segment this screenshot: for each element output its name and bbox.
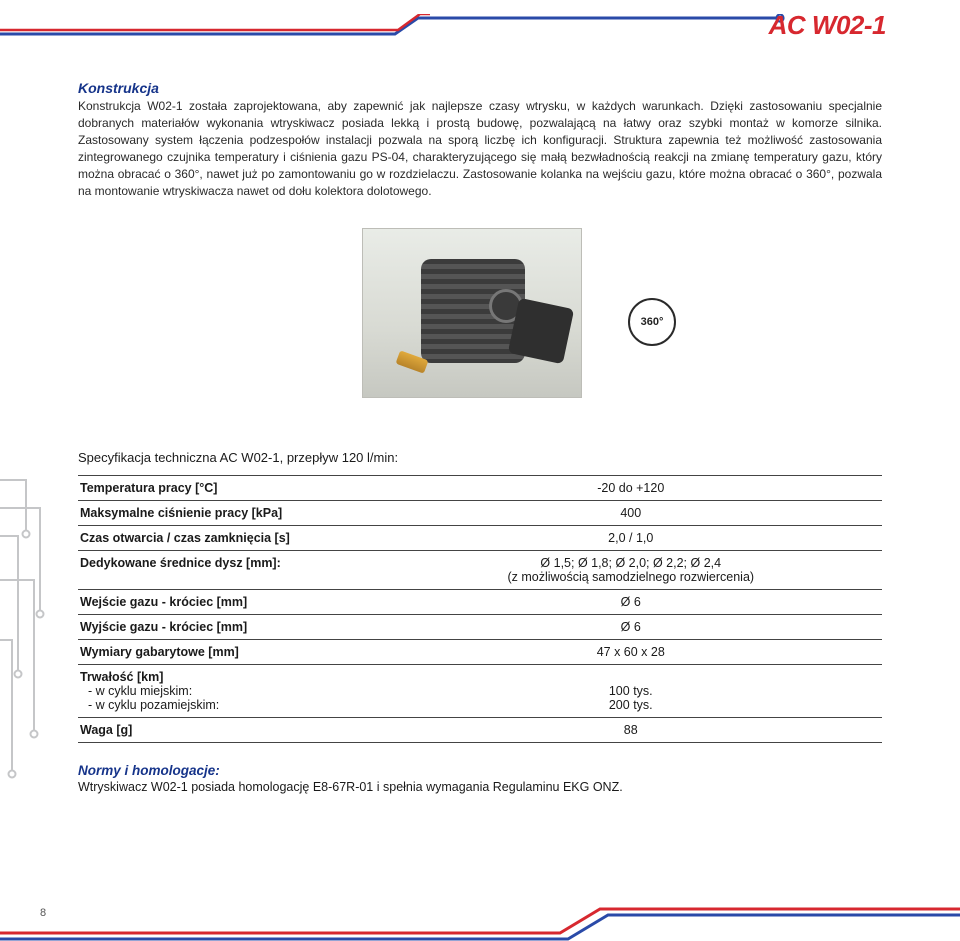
spec-label: Waga [g] bbox=[78, 718, 384, 743]
norms-text: Wtryskiwacz W02-1 posiada homologację E8… bbox=[78, 780, 882, 794]
spec-label: Dedykowane średnice dysz [mm]: bbox=[78, 551, 384, 590]
injector-illustration bbox=[362, 228, 582, 398]
spec-value: 2,0 / 1,0 bbox=[384, 526, 882, 551]
spec-value-line2: (z możliwością samodzielnego rozwierceni… bbox=[507, 570, 754, 584]
circuit-decor-left bbox=[0, 470, 60, 800]
table-row: Wymiary gabarytowe [mm] 47 x 60 x 28 bbox=[78, 640, 882, 665]
table-row: Temperatura pracy [°C] -20 do +120 bbox=[78, 476, 882, 501]
spec-value: 88 bbox=[384, 718, 882, 743]
spec-label: Czas otwarcia / czas zamknięcia [s] bbox=[78, 526, 384, 551]
spec-value: 47 x 60 x 28 bbox=[384, 640, 882, 665]
spec-table-title: Specyfikacja techniczna AC W02-1, przepł… bbox=[78, 450, 882, 465]
spec-value-line1: Ø 1,5; Ø 1,8; Ø 2,0; Ø 2,2; Ø 2,4 bbox=[540, 556, 721, 570]
table-row: Wyjście gazu - króciec [mm] Ø 6 bbox=[78, 615, 882, 640]
spec-label: Wyjście gazu - króciec [mm] bbox=[78, 615, 384, 640]
spec-value: 400 bbox=[384, 501, 882, 526]
rotate-360-icon: 360° bbox=[628, 298, 676, 346]
spec-label: Wymiary gabarytowe [mm] bbox=[78, 640, 384, 665]
table-row: Czas otwarcia / czas zamknięcia [s] 2,0 … bbox=[78, 526, 882, 551]
spec-value: 100 tys. 200 tys. bbox=[384, 665, 882, 718]
spec-label-sub1: - w cyklu miejskim: bbox=[88, 684, 378, 698]
table-row: Wejście gazu - króciec [mm] Ø 6 bbox=[78, 590, 882, 615]
table-row: Waga [g] 88 bbox=[78, 718, 882, 743]
spec-label: Wejście gazu - króciec [mm] bbox=[78, 590, 384, 615]
spec-value-line2: 200 tys. bbox=[609, 698, 653, 712]
construction-text: Konstrukcja W02-1 została zaprojektowana… bbox=[78, 98, 882, 200]
spec-label: Maksymalne ciśnienie pracy [kPa] bbox=[78, 501, 384, 526]
spec-label-main: Trwałość [km] bbox=[80, 670, 163, 684]
spec-value: -20 do +120 bbox=[384, 476, 882, 501]
table-row: Trwałość [km] - w cyklu miejskim: - w cy… bbox=[78, 665, 882, 718]
table-row: Maksymalne ciśnienie pracy [kPa] 400 bbox=[78, 501, 882, 526]
construction-heading: Konstrukcja bbox=[78, 80, 882, 96]
spec-value: Ø 1,5; Ø 1,8; Ø 2,0; Ø 2,2; Ø 2,4 (z moż… bbox=[384, 551, 882, 590]
norms-heading: Normy i homologacje: bbox=[78, 763, 882, 778]
spec-label: Temperatura pracy [°C] bbox=[78, 476, 384, 501]
spec-label: Trwałość [km] - w cyklu miejskim: - w cy… bbox=[78, 665, 384, 718]
page-number: 8 bbox=[40, 907, 46, 919]
product-image: 360° bbox=[362, 228, 598, 414]
spec-value: Ø 6 bbox=[384, 615, 882, 640]
spec-table: Temperatura pracy [°C] -20 do +120 Maksy… bbox=[78, 475, 882, 743]
table-row: Dedykowane średnice dysz [mm]: Ø 1,5; Ø … bbox=[78, 551, 882, 590]
page-title: AC W02-1 bbox=[769, 10, 886, 41]
spec-value: Ø 6 bbox=[384, 590, 882, 615]
footer-decor-line bbox=[0, 901, 960, 941]
spec-value-line1: 100 tys. bbox=[609, 684, 653, 698]
spec-label-sub2: - w cyklu pozamiejskim: bbox=[88, 698, 378, 712]
content-area: Konstrukcja Konstrukcja W02-1 została za… bbox=[78, 80, 882, 794]
